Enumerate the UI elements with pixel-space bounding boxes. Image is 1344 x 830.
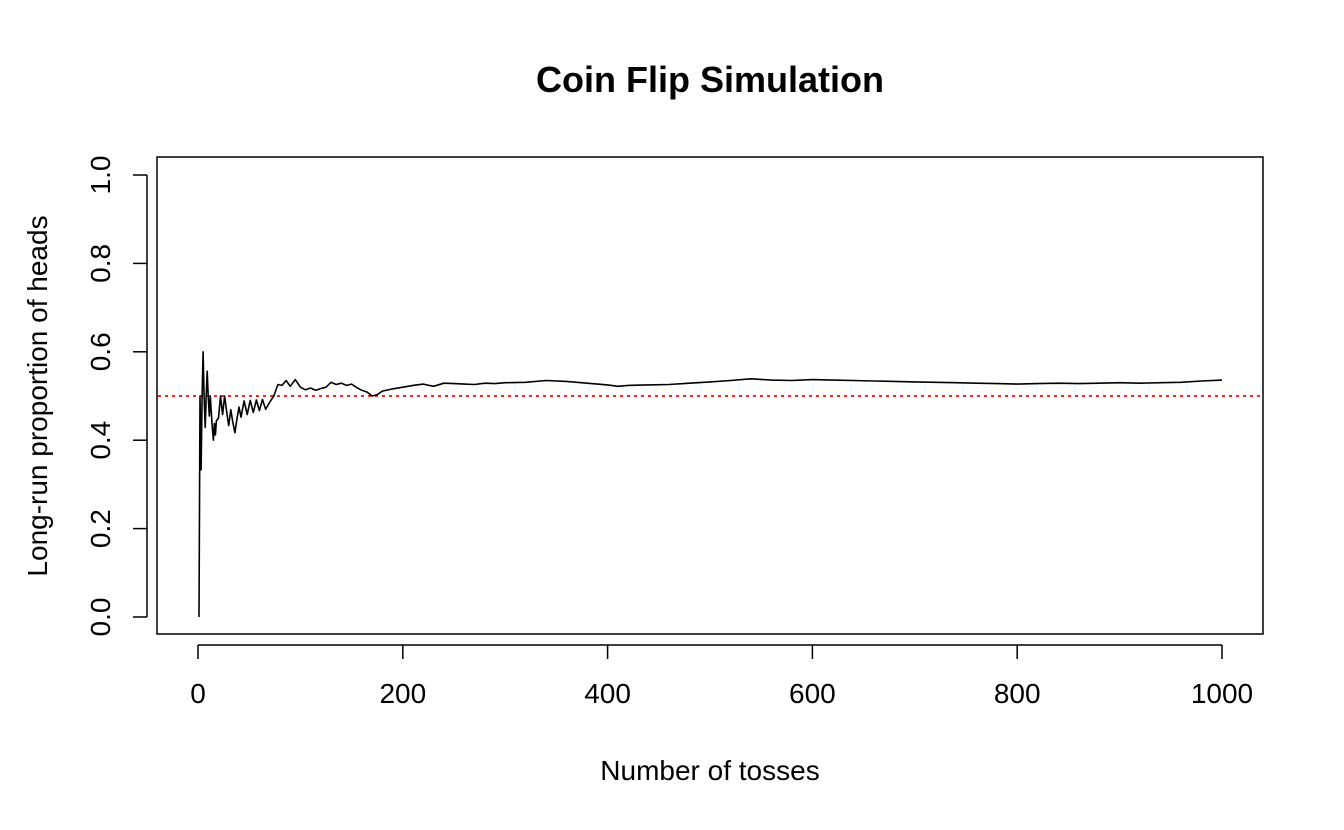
y-axis-label: Long-run proportion of heads	[22, 215, 53, 576]
x-tick-label: 1000	[1191, 678, 1253, 709]
chart-title: Coin Flip Simulation	[536, 59, 884, 100]
y-tick-label: 0.4	[85, 421, 116, 460]
y-tick-label: 0.6	[85, 332, 116, 371]
y-tick-label: 0.8	[85, 244, 116, 283]
x-tick-label: 800	[994, 678, 1041, 709]
series-line	[198, 350, 1223, 618]
x-axis: 0 200 400 600 800 1000	[190, 644, 1253, 709]
x-tick-label: 600	[789, 678, 836, 709]
x-tick-label: 400	[584, 678, 631, 709]
x-tick-label: 200	[379, 678, 426, 709]
y-tick-label: 1.0	[85, 156, 116, 195]
y-axis: 0.0 0.2 0.4 0.6 0.8 1.0	[85, 156, 148, 637]
x-tick-label: 0	[190, 678, 206, 709]
y-tick-label: 0.2	[85, 509, 116, 548]
plot-frame	[156, 156, 1264, 635]
x-axis-label: Number of tosses	[600, 755, 819, 786]
y-tick-label: 0.0	[85, 598, 116, 637]
series-layer	[198, 350, 1223, 618]
